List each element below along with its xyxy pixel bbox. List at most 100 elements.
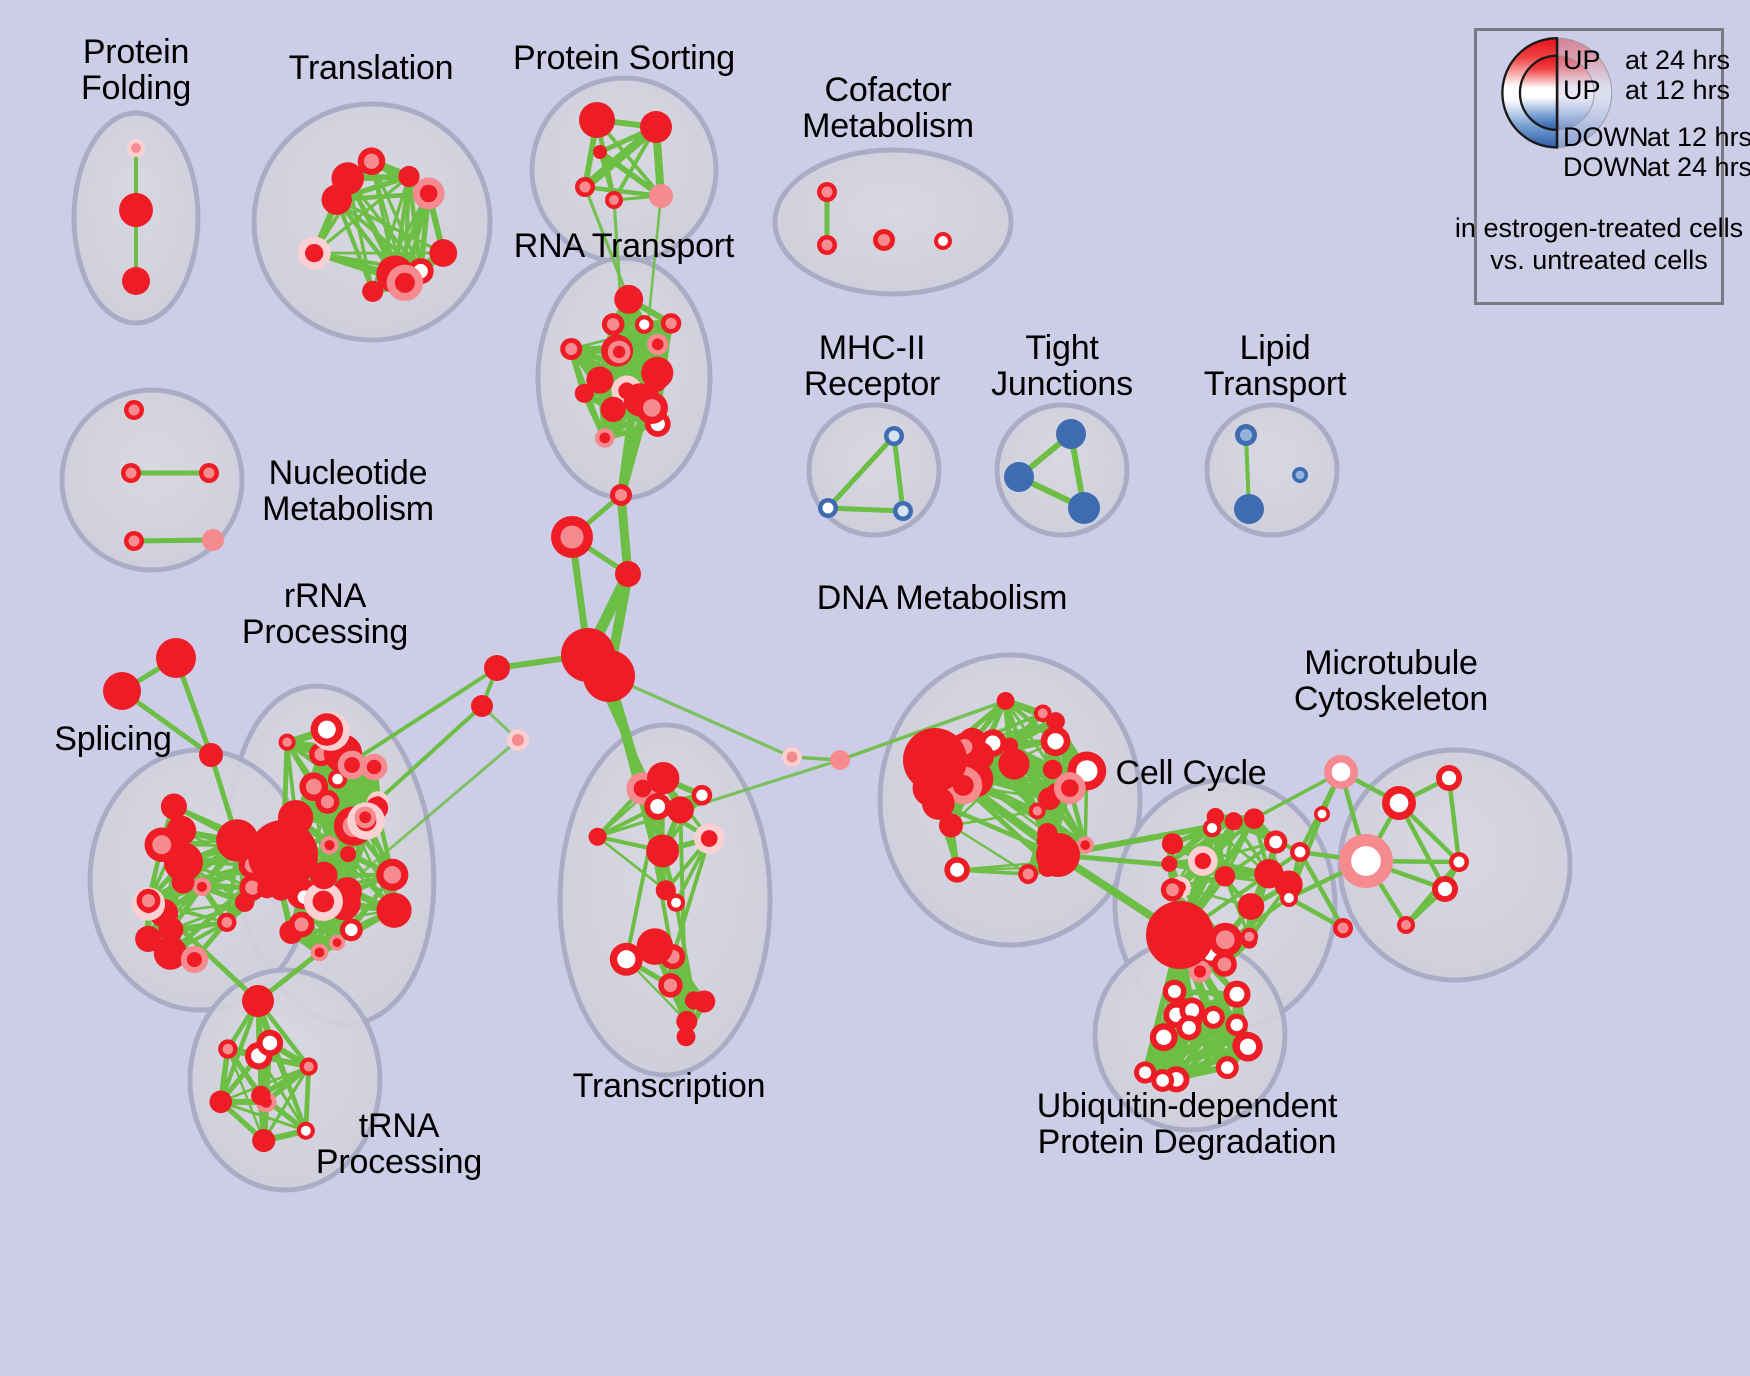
network-node bbox=[1160, 878, 1185, 902]
network-node bbox=[321, 184, 353, 215]
network-node bbox=[614, 284, 644, 314]
cluster-label-protein-folding: Protein Folding bbox=[80, 33, 192, 108]
network-node bbox=[339, 918, 363, 942]
network-node bbox=[303, 881, 343, 922]
network-node bbox=[1042, 759, 1063, 780]
legend-caption-line2: vs. untreated cells bbox=[1490, 245, 1708, 275]
network-node bbox=[1397, 916, 1415, 934]
network-node bbox=[1161, 833, 1184, 855]
network-edge bbox=[950, 824, 1029, 875]
network-node bbox=[337, 750, 367, 780]
network-edge bbox=[827, 505, 904, 514]
network-node bbox=[1449, 852, 1469, 872]
network-edge bbox=[826, 434, 896, 510]
network-node bbox=[288, 911, 315, 938]
network-node bbox=[310, 861, 338, 890]
network-edge bbox=[1287, 896, 1345, 930]
cluster-label-nucleotide: Nucleotide Metabolism bbox=[262, 454, 434, 529]
cluster-label-rrna-processing: rRNA Processing bbox=[241, 577, 409, 652]
network-node bbox=[586, 366, 614, 394]
network-edge bbox=[1298, 850, 1345, 930]
network-node bbox=[471, 695, 493, 717]
legend-dir-0: UP bbox=[1563, 45, 1601, 75]
network-node bbox=[1333, 918, 1353, 938]
network-node bbox=[310, 943, 329, 962]
network-node bbox=[593, 145, 607, 159]
network-node bbox=[588, 827, 607, 846]
network-edge bbox=[950, 809, 1038, 827]
network-edge bbox=[1161, 992, 1239, 1082]
network-node bbox=[135, 925, 162, 953]
legend-time-0: at 24 hrs bbox=[1625, 45, 1731, 75]
network-node bbox=[1314, 806, 1330, 822]
network-node bbox=[160, 793, 187, 820]
network-node bbox=[1176, 1015, 1202, 1041]
network-node bbox=[320, 835, 339, 855]
network-node bbox=[1028, 802, 1046, 820]
network-node bbox=[1274, 870, 1303, 899]
network-node bbox=[199, 743, 223, 767]
network-node bbox=[579, 102, 615, 138]
network-node bbox=[635, 391, 668, 424]
network-node bbox=[693, 823, 725, 854]
legend-box: UP at 24 hrs UP at 12 hrs DOWN at 12 hrs… bbox=[1455, 28, 1750, 305]
network-node bbox=[1162, 979, 1187, 1004]
network-node bbox=[996, 691, 1015, 710]
network-edge bbox=[1167, 826, 1214, 866]
cluster-label-mhc-ii: MHC-II Receptor bbox=[803, 329, 941, 404]
network-edge bbox=[303, 1066, 312, 1131]
cluster-label-trna-processing: tRNA Processing bbox=[315, 1107, 483, 1182]
network-node bbox=[124, 531, 144, 551]
network-node bbox=[644, 792, 672, 821]
network-node bbox=[124, 400, 144, 420]
network-node bbox=[1243, 808, 1265, 829]
network-node bbox=[660, 313, 682, 334]
network-node bbox=[1046, 712, 1065, 731]
network-node bbox=[1208, 922, 1243, 957]
network-node bbox=[600, 396, 626, 423]
network-node bbox=[922, 787, 955, 820]
network-node bbox=[1280, 889, 1298, 907]
cluster-label-tight-junctions: Tight Junctions bbox=[991, 329, 1133, 404]
network-node bbox=[658, 973, 683, 998]
network-node bbox=[1211, 951, 1237, 977]
network-node bbox=[684, 991, 704, 1010]
network-node bbox=[647, 333, 669, 356]
network-node bbox=[1068, 492, 1100, 524]
network-edge bbox=[255, 1000, 266, 1141]
network-edge bbox=[616, 494, 633, 575]
network-node bbox=[180, 945, 209, 974]
network-node bbox=[1149, 1023, 1178, 1052]
network-node bbox=[218, 1039, 238, 1059]
network-node bbox=[1134, 1061, 1157, 1084]
network-node bbox=[386, 264, 424, 302]
network-node bbox=[156, 638, 196, 678]
cluster-region bbox=[772, 147, 1014, 297]
network-node bbox=[1432, 876, 1458, 902]
network-node bbox=[242, 985, 274, 1017]
cluster-label-dna-metabolism: DNA Metabolism bbox=[816, 579, 1068, 617]
cluster-label-cell-cycle: Cell Cycle bbox=[1115, 754, 1267, 792]
network-node bbox=[691, 784, 713, 806]
network-node bbox=[1201, 1005, 1225, 1029]
cluster-label-lipid-transport: Lipid Transport bbox=[1203, 329, 1347, 404]
legend-time-1: at 12 hrs bbox=[1625, 75, 1731, 105]
legend-time-2: at 12 hrs bbox=[1647, 122, 1750, 152]
network-node bbox=[1339, 834, 1393, 888]
network-node bbox=[574, 383, 594, 403]
legend-dir-1: UP bbox=[1563, 75, 1601, 105]
network-node bbox=[1233, 1031, 1263, 1062]
network-node bbox=[1292, 467, 1308, 483]
network-edge bbox=[323, 738, 519, 907]
network-node bbox=[1161, 855, 1178, 872]
network-node bbox=[938, 813, 963, 838]
network-node bbox=[1188, 960, 1212, 983]
network-node bbox=[299, 1057, 318, 1076]
network-node bbox=[649, 184, 673, 208]
network-node bbox=[412, 177, 445, 210]
network-node bbox=[136, 888, 161, 913]
network-node bbox=[376, 858, 409, 891]
legend-dir-3: DOWN bbox=[1563, 152, 1649, 182]
network-node bbox=[934, 232, 952, 250]
